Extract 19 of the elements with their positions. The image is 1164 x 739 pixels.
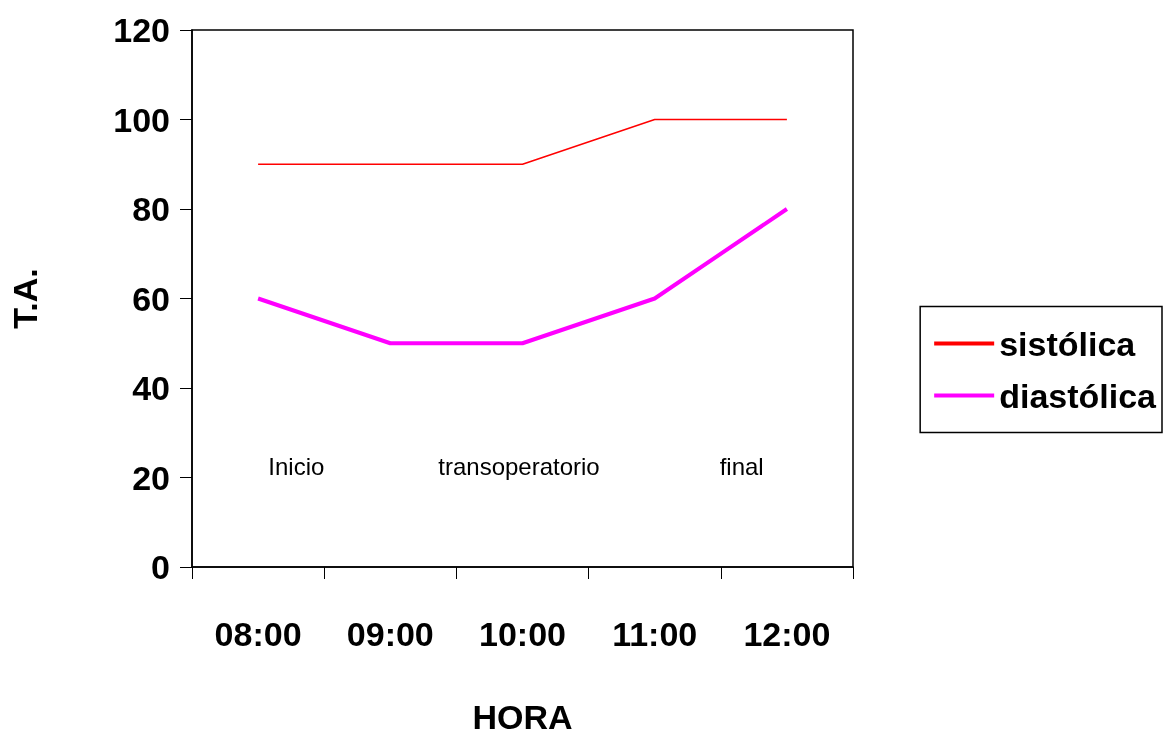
legend-label: diastólica [999,376,1158,415]
x-tick-label: 10:00 [479,615,566,653]
x-tick-label: 09:00 [346,615,434,653]
x-axis-title: HORA [472,698,573,736]
y-tick-label: 80 [132,190,170,228]
y-tick-label: 20 [132,458,170,497]
y-tick-label: 120 [113,11,170,49]
annotation: final [719,452,764,480]
y-tick-label: 40 [132,369,170,407]
legend-label: sistólica [999,324,1137,363]
annotation: transoperatorio [438,452,600,480]
y-axis-title: T.A. [6,268,44,329]
x-tick-label: 11:00 [612,615,698,653]
x-tick-label: 08:00 [214,615,302,653]
y-tick-label: 100 [113,100,170,139]
y-tick-label: 60 [132,279,170,318]
annotation: Inicio [268,452,325,480]
x-tick-label: 12:00 [743,615,831,653]
y-tick-label: 0 [151,548,170,586]
